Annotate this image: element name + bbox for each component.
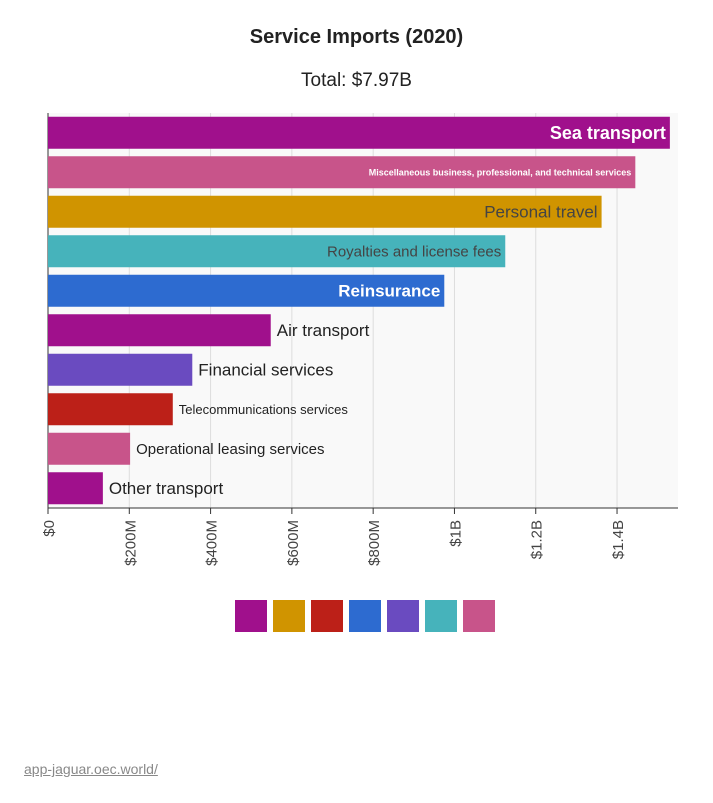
bar: [48, 235, 506, 268]
legend-swatch[interactable]: [235, 600, 267, 632]
bar: [48, 472, 103, 505]
bar: [48, 195, 602, 228]
bar-label: Personal travel: [484, 203, 597, 222]
bar-label: Royalties and license fees: [327, 244, 501, 261]
bar: [48, 116, 670, 149]
bar: [48, 314, 271, 347]
bar-label: Air transport: [277, 321, 370, 340]
bar-label: Sea transport: [550, 123, 666, 143]
chart-title: Service Imports (2020): [249, 26, 464, 48]
legend-swatch[interactable]: [311, 600, 343, 632]
bar-chart: $0 $200M $400M $600M $800M $1B $1.2B $1.4B Sea t…: [41, 113, 678, 566]
bar-label: Operational leasing services: [136, 441, 324, 458]
legend: [235, 600, 495, 632]
x-tick-label: $400M: [204, 520, 221, 566]
bar-label: Financial services: [198, 361, 333, 380]
bar-label: Miscellaneous business, professional, an…: [369, 167, 632, 177]
bar-label: Telecommunications services: [179, 402, 349, 417]
bar: [48, 393, 173, 426]
source-link[interactable]: app-jaguar.oec.world/: [24, 761, 158, 777]
bar: [48, 432, 131, 465]
bar: [48, 353, 193, 386]
bar-label: Reinsurance: [338, 282, 440, 301]
x-tick-label: $0: [41, 520, 58, 537]
chart-subtitle: Total: $7.97B: [301, 70, 412, 91]
bar-label: Other transport: [109, 479, 224, 498]
x-tick-label: $200M: [122, 520, 139, 566]
x-tick-label: $1.4B: [610, 520, 627, 559]
legend-swatch[interactable]: [425, 600, 457, 632]
legend-swatch[interactable]: [349, 600, 381, 632]
x-tick-label: $600M: [285, 520, 302, 566]
bar: [48, 274, 445, 307]
legend-swatch[interactable]: [273, 600, 305, 632]
legend-swatch[interactable]: [387, 600, 419, 632]
bar: [48, 156, 636, 189]
x-tick-label: $1B: [447, 520, 464, 547]
x-tick-label: $1.2B: [529, 520, 546, 559]
legend-swatch[interactable]: [463, 600, 495, 632]
x-tick-label: $800M: [366, 520, 383, 566]
